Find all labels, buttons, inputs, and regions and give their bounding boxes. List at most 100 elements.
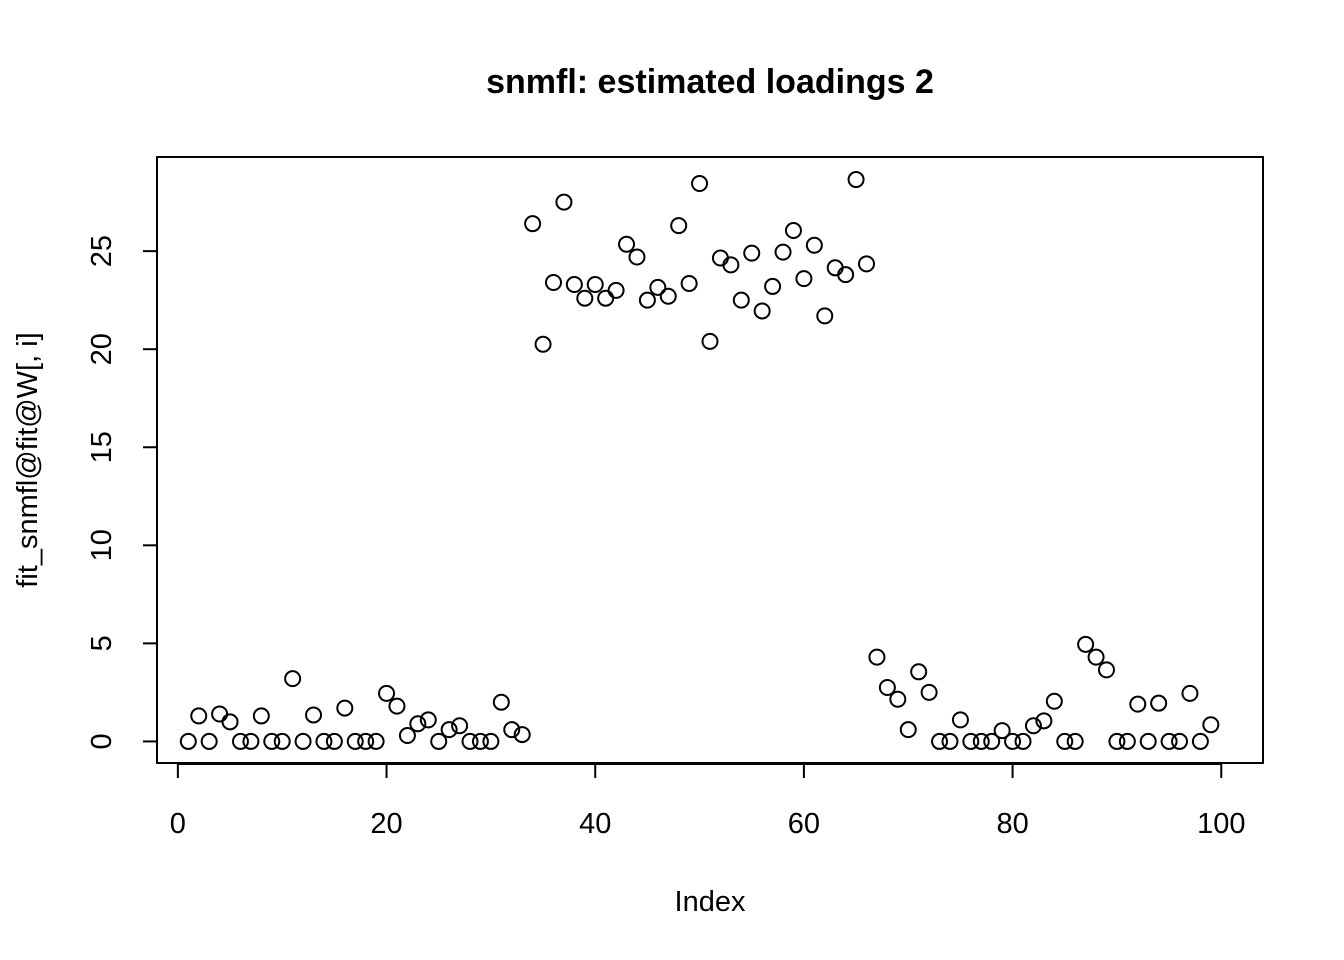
y-tick-label: 25 [86, 235, 118, 267]
data-point [1077, 635, 1095, 653]
data-point [409, 715, 427, 733]
data-point [701, 332, 719, 350]
data-point [451, 717, 469, 735]
data-point [200, 732, 218, 750]
x-tick-label: 0 [170, 808, 186, 840]
data-point [1139, 732, 1157, 750]
data-point [858, 255, 876, 273]
data-point [1056, 732, 1074, 750]
data-point [1097, 661, 1115, 679]
data-point [691, 174, 709, 192]
data-point [544, 274, 562, 292]
data-point [221, 713, 239, 731]
data-point [649, 278, 667, 296]
chart-title: snmfl: estimated loadings 2 [486, 63, 934, 101]
data-point [378, 684, 396, 702]
y-axis: 0 5 10 15 20 25 [86, 235, 158, 749]
x-axis: 0 20 40 60 80 100 [170, 763, 1245, 840]
data-point [805, 236, 823, 254]
y-axis-label: fit_snmfl@fit@W[, i] [12, 332, 44, 587]
data-point [1181, 684, 1199, 702]
data-points [179, 171, 1220, 750]
data-point [565, 275, 583, 293]
data-point [1129, 695, 1147, 713]
data-point [983, 732, 1001, 750]
y-tick-label: 20 [86, 333, 118, 365]
data-point [1066, 732, 1084, 750]
data-point [910, 663, 928, 681]
data-point [492, 693, 510, 711]
data-point [1014, 732, 1032, 750]
data-point [743, 244, 761, 262]
data-point [586, 275, 604, 293]
data-point [607, 281, 625, 299]
data-point [722, 256, 740, 274]
x-tick-label: 40 [579, 808, 611, 840]
data-point [597, 289, 615, 307]
data-point [899, 721, 917, 739]
data-point [847, 171, 865, 189]
data-point [336, 699, 354, 717]
y-tick-label: 0 [86, 733, 118, 749]
data-point [252, 707, 270, 725]
data-point [951, 711, 969, 729]
data-point [284, 670, 302, 688]
x-axis-label: Index [675, 886, 746, 918]
data-point [211, 705, 229, 723]
data-point [419, 711, 437, 729]
data-point [659, 287, 677, 305]
data-point [263, 732, 281, 750]
data-point [753, 302, 771, 320]
data-point [1202, 716, 1220, 734]
data-point [524, 215, 542, 233]
data-point [388, 697, 406, 715]
x-tick-label: 80 [996, 808, 1028, 840]
data-point [482, 732, 500, 750]
data-point [242, 732, 260, 750]
data-point [315, 732, 333, 750]
data-point [513, 726, 531, 744]
data-point [816, 307, 834, 325]
y-tick-label: 10 [86, 529, 118, 561]
data-point [680, 274, 698, 292]
data-point [325, 732, 343, 750]
data-point [920, 683, 938, 701]
data-point [837, 266, 855, 284]
data-point [1045, 692, 1063, 710]
data-point [993, 722, 1011, 740]
y-tick-label: 15 [86, 431, 118, 463]
data-point [618, 235, 636, 253]
data-point [367, 732, 385, 750]
x-tick-label: 100 [1197, 808, 1245, 840]
data-point [1035, 712, 1053, 730]
data-point [346, 732, 364, 750]
data-point [1024, 717, 1042, 735]
data-point [732, 291, 750, 309]
data-point [1171, 732, 1189, 750]
data-point [962, 732, 980, 750]
data-point [471, 732, 489, 750]
data-point [795, 270, 813, 288]
data-point [179, 732, 197, 750]
data-point [1150, 694, 1168, 712]
data-point [461, 732, 479, 750]
y-tick-label: 5 [86, 635, 118, 651]
data-point [931, 732, 949, 750]
data-point [878, 678, 896, 696]
data-point [638, 291, 656, 309]
data-point [430, 732, 448, 750]
data-point [941, 732, 959, 750]
data-point [357, 732, 375, 750]
data-point [774, 243, 792, 261]
data-point [711, 249, 729, 267]
plot-frame [156, 156, 1264, 764]
data-point [576, 289, 594, 307]
data-point [555, 193, 573, 211]
data-point [1160, 732, 1178, 750]
data-point [764, 277, 782, 295]
data-point [273, 732, 291, 750]
x-tick-label: 60 [788, 808, 820, 840]
data-point [784, 222, 802, 240]
data-point [231, 732, 249, 750]
